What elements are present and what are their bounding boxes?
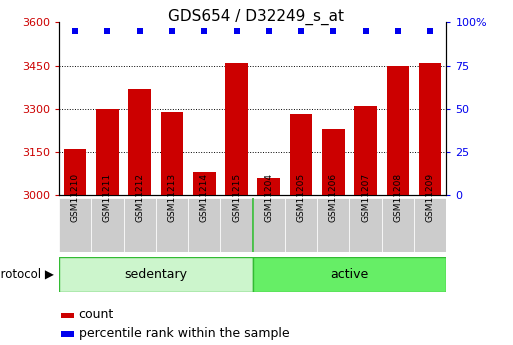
- Text: GSM11215: GSM11215: [232, 173, 241, 223]
- Point: [135, 28, 144, 34]
- Bar: [96, 109, 119, 195]
- Text: GSM11212: GSM11212: [135, 174, 144, 223]
- Text: GSM11211: GSM11211: [103, 173, 112, 223]
- Point: [265, 28, 273, 34]
- Text: GSM11204: GSM11204: [264, 174, 273, 223]
- Bar: [387, 66, 409, 195]
- Bar: [290, 115, 312, 195]
- Point: [394, 28, 402, 34]
- Bar: [188, 198, 221, 252]
- Point: [200, 28, 208, 34]
- Point: [232, 28, 241, 34]
- Text: GSM11210: GSM11210: [71, 173, 80, 223]
- Text: GSM11213: GSM11213: [167, 173, 176, 223]
- Bar: [91, 198, 124, 252]
- Bar: [382, 198, 414, 252]
- Bar: [354, 106, 377, 195]
- Point: [71, 28, 79, 34]
- Bar: [59, 198, 91, 252]
- Text: protocol ▶: protocol ▶: [0, 268, 54, 281]
- Bar: [221, 198, 252, 252]
- Bar: [62, 313, 74, 318]
- Bar: [252, 257, 446, 292]
- Bar: [322, 129, 345, 195]
- Bar: [317, 198, 349, 252]
- Text: GSM11205: GSM11205: [297, 173, 306, 223]
- Bar: [285, 198, 317, 252]
- Point: [426, 28, 435, 34]
- Text: percentile rank within the sample: percentile rank within the sample: [79, 327, 289, 340]
- Bar: [414, 198, 446, 252]
- Text: count: count: [79, 308, 114, 321]
- Point: [362, 28, 370, 34]
- Text: GSM11207: GSM11207: [361, 173, 370, 223]
- Bar: [64, 149, 86, 195]
- Bar: [62, 332, 74, 337]
- Text: GSM11214: GSM11214: [200, 174, 209, 223]
- Bar: [193, 172, 215, 195]
- Point: [168, 28, 176, 34]
- Text: sedentary: sedentary: [124, 268, 187, 281]
- Bar: [128, 89, 151, 195]
- Point: [297, 28, 305, 34]
- Bar: [349, 198, 382, 252]
- Point: [103, 28, 111, 34]
- Bar: [252, 198, 285, 252]
- Text: active: active: [330, 268, 369, 281]
- Bar: [161, 111, 183, 195]
- Bar: [258, 178, 280, 195]
- Text: GSM11208: GSM11208: [393, 173, 402, 223]
- Point: [329, 28, 338, 34]
- Bar: [59, 257, 252, 292]
- Bar: [124, 198, 156, 252]
- Text: GSM11206: GSM11206: [329, 173, 338, 223]
- Bar: [419, 63, 442, 195]
- Text: GSM11209: GSM11209: [426, 173, 435, 223]
- Bar: [156, 198, 188, 252]
- Text: GDS654 / D32249_s_at: GDS654 / D32249_s_at: [168, 9, 345, 25]
- Bar: [225, 63, 248, 195]
